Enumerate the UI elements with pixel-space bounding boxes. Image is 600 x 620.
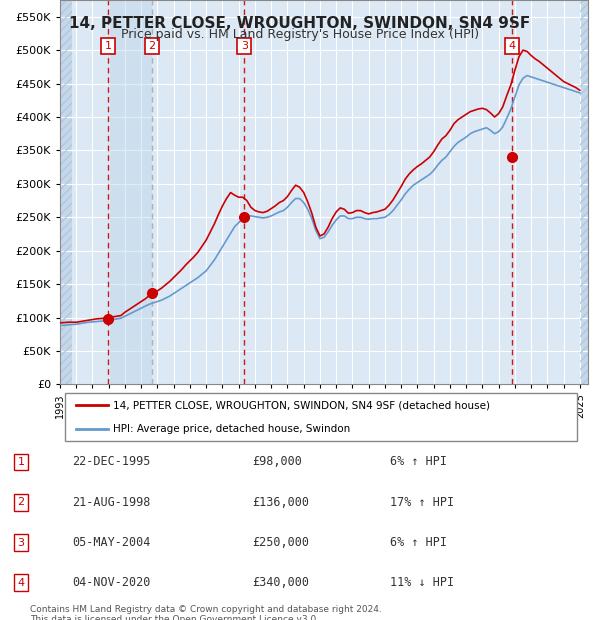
Text: 6% ↑ HPI: 6% ↑ HPI xyxy=(390,456,447,468)
Text: 2: 2 xyxy=(148,41,155,51)
Text: 22-DEC-1995: 22-DEC-1995 xyxy=(72,456,151,468)
Text: £250,000: £250,000 xyxy=(252,536,309,549)
Bar xyxy=(60,0,72,384)
Text: 2: 2 xyxy=(17,497,25,507)
Text: £98,000: £98,000 xyxy=(252,456,302,468)
Text: 3: 3 xyxy=(241,41,248,51)
Text: 3: 3 xyxy=(17,538,25,547)
Text: £340,000: £340,000 xyxy=(252,577,309,589)
Text: 21-AUG-1998: 21-AUG-1998 xyxy=(72,496,151,508)
Text: Contains HM Land Registry data © Crown copyright and database right 2024.
This d: Contains HM Land Registry data © Crown c… xyxy=(30,604,382,620)
Text: 14, PETTER CLOSE, WROUGHTON, SWINDON, SN4 9SF (detached house): 14, PETTER CLOSE, WROUGHTON, SWINDON, SN… xyxy=(113,401,490,410)
Text: £136,000: £136,000 xyxy=(252,496,309,508)
Text: 1: 1 xyxy=(105,41,112,51)
Text: 05-MAY-2004: 05-MAY-2004 xyxy=(72,536,151,549)
Bar xyxy=(580,0,588,384)
Text: 17% ↑ HPI: 17% ↑ HPI xyxy=(390,496,454,508)
Text: 04-NOV-2020: 04-NOV-2020 xyxy=(72,577,151,589)
Text: 11% ↓ HPI: 11% ↓ HPI xyxy=(390,577,454,589)
Text: Price paid vs. HM Land Registry's House Price Index (HPI): Price paid vs. HM Land Registry's House … xyxy=(121,28,479,41)
Text: 1: 1 xyxy=(17,457,25,467)
Bar xyxy=(580,0,588,384)
Bar xyxy=(60,0,72,384)
Text: HPI: Average price, detached house, Swindon: HPI: Average price, detached house, Swin… xyxy=(113,423,350,433)
FancyBboxPatch shape xyxy=(65,393,577,441)
Text: 4: 4 xyxy=(17,578,25,588)
Text: 4: 4 xyxy=(509,41,516,51)
Text: 14, PETTER CLOSE, WROUGHTON, SWINDON, SN4 9SF: 14, PETTER CLOSE, WROUGHTON, SWINDON, SN… xyxy=(70,16,530,30)
Text: 6% ↑ HPI: 6% ↑ HPI xyxy=(390,536,447,549)
Bar xyxy=(108,0,152,384)
